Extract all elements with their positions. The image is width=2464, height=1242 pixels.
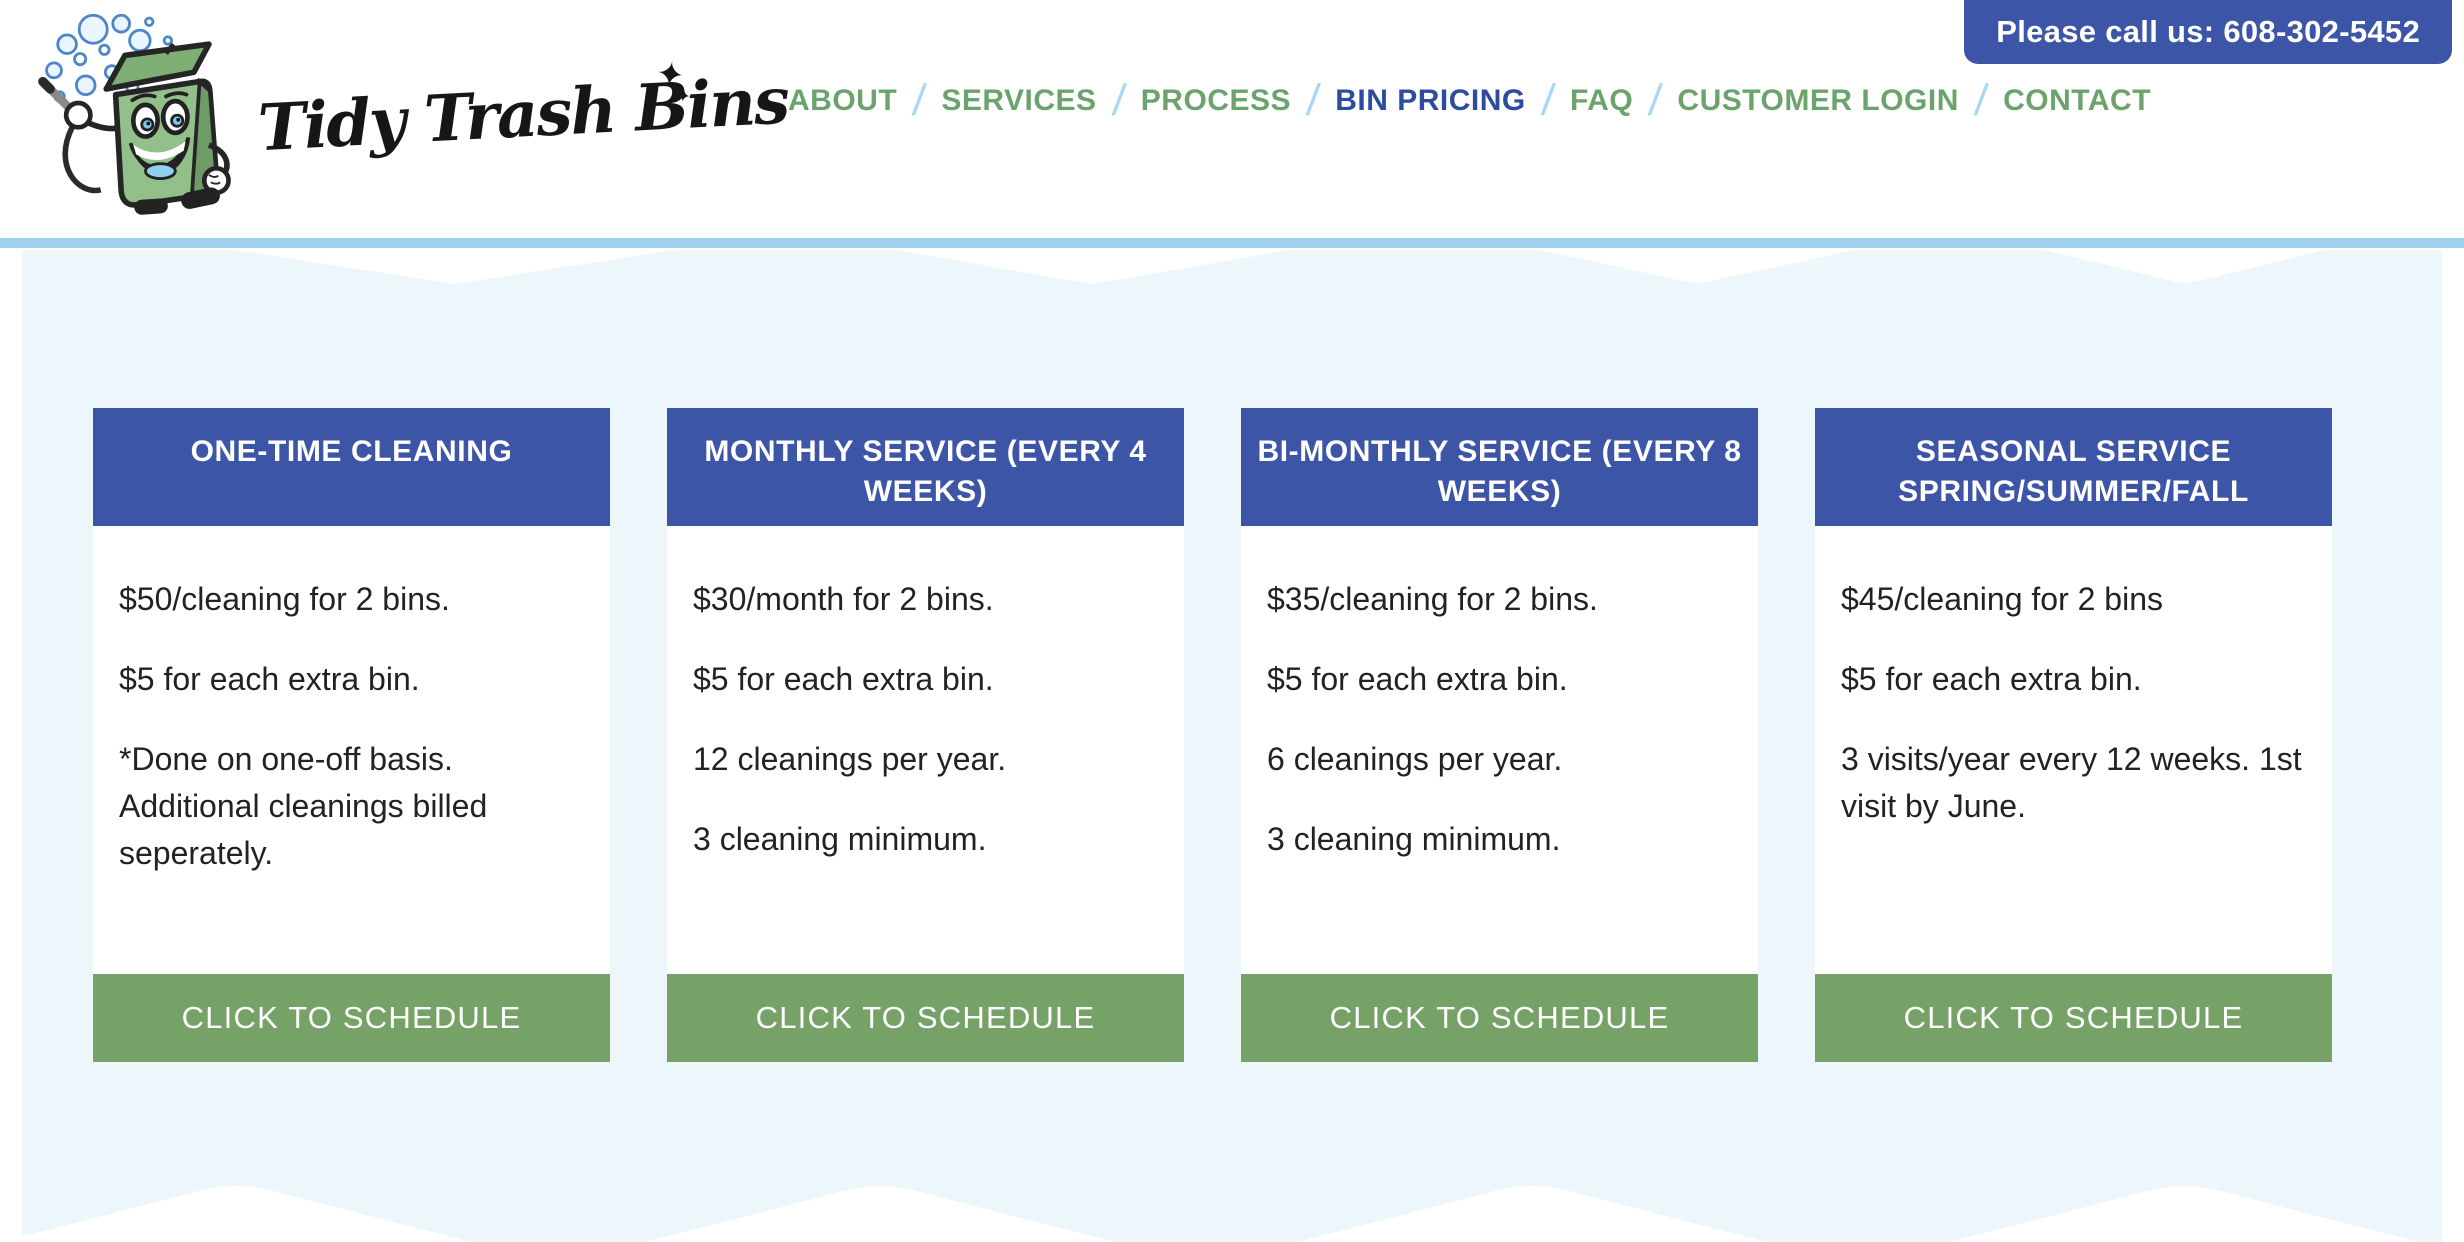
nav-separator: / xyxy=(1110,76,1128,125)
nav-item-bin-pricing[interactable]: BIN PRICING xyxy=(1335,84,1526,117)
nav-separator: / xyxy=(1304,76,1322,125)
pricing-card-1: ONE-TIME CLEANING $50/cleaning for 2 bin… xyxy=(93,408,610,1062)
card-text-line: $35/cleaning for 2 bins. xyxy=(1267,581,1598,617)
pricing-panel: ONE-TIME CLEANING $50/cleaning for 2 bin… xyxy=(22,250,2442,1242)
card-text-line: 6 cleanings per year. xyxy=(1267,741,1563,777)
card-text-line: $50/cleaning for 2 bins. xyxy=(119,581,450,617)
mountains-bottom-divider xyxy=(22,1186,2419,1242)
card-body: $45/cleaning for 2 bins $5 for each extra… xyxy=(1815,526,2332,974)
bin-wheels xyxy=(134,187,220,215)
card-text-line: $5 for each extra bin. xyxy=(1267,661,1568,697)
pricing-cards: ONE-TIME CLEANING $50/cleaning for 2 bin… xyxy=(93,408,2332,1062)
divider-bar xyxy=(0,238,2464,248)
nav-separator: / xyxy=(910,76,929,125)
nav-item-process[interactable]: PROCESS xyxy=(1140,84,1292,117)
card-title: ONE-TIME CLEANING xyxy=(93,408,610,526)
card-title: MONTHLY SERVICE (EVERY 4 WEEKS) xyxy=(667,408,1184,526)
card-text-line: $5 for each extra bin. xyxy=(693,661,994,697)
nav-item-contact[interactable]: CONTACT xyxy=(2003,84,2152,117)
schedule-button[interactable]: CLICK TO SCHEDULE xyxy=(93,974,610,1062)
card-text-line: 3 cleaning minimum. xyxy=(1267,821,1561,857)
card-title: SEASONAL SERVICE SPRING/SUMMER/FALL xyxy=(1815,408,2332,526)
card-text-line: $30/month for 2 bins. xyxy=(693,581,994,617)
nav-separator: / xyxy=(1646,76,1665,125)
main-nav: ABOUT / SERVICES / PROCESS / BIN PRICING / FAQ / C… xyxy=(788,76,2152,125)
card-text-line: 3 cleaning minimum. xyxy=(693,821,987,857)
nav-item-faq[interactable]: FAQ xyxy=(1570,84,1634,117)
card-title: BI-MONTHLY SERVICE (EVERY 8 WEEKS) xyxy=(1241,408,1758,526)
card-text-line: $45/cleaning for 2 bins xyxy=(1841,581,2163,617)
logo[interactable]: Tidy Trash Bins ✦✦ xyxy=(26,4,790,230)
nav-item-about[interactable]: ABOUT xyxy=(788,84,898,117)
site-header: Tidy Trash Bins ✦✦ ABOUT / SERVICES / PROCES… xyxy=(0,0,2464,238)
pricing-card-3: BI-MONTHLY SERVICE (EVERY 8 WEEKS) $35/c… xyxy=(1241,408,1758,1062)
logo-text: Tidy Trash Bins xyxy=(256,63,790,167)
bin-lid xyxy=(103,41,212,92)
nav-separator: / xyxy=(1972,76,1990,125)
nav-item-services[interactable]: SERVICES xyxy=(941,84,1097,117)
card-body: $35/cleaning for 2 bins. $5 for each extr… xyxy=(1241,526,1758,974)
phone-banner[interactable]: Please call us: 608-302-5452 xyxy=(1964,0,2452,64)
card-text-line: $5 for each extra bin. xyxy=(119,661,420,697)
sparkle-icon: ✦✦ xyxy=(653,54,693,107)
card-text-line: 12 cleanings per year. xyxy=(693,741,1007,777)
nav-separator: / xyxy=(1539,76,1557,125)
nav-item-customer-login[interactable]: CUSTOMER LOGIN xyxy=(1677,84,1959,117)
zigzag-top-divider xyxy=(235,250,2325,284)
bin-face xyxy=(128,91,191,180)
trash-bin-mascot-icon xyxy=(38,13,231,215)
pricing-section: ONE-TIME CLEANING $50/cleaning for 2 bin… xyxy=(0,248,2464,1242)
card-text-line: *Done on one-off basis. Additional clean… xyxy=(119,741,488,871)
schedule-button[interactable]: CLICK TO SCHEDULE xyxy=(1815,974,2332,1062)
card-text-line: 3 visits/year every 12 weeks. 1st visit … xyxy=(1841,741,2302,824)
pricing-card-4: SEASONAL SERVICE SPRING/SUMMER/FALL $45/… xyxy=(1815,408,2332,1062)
card-body: $50/cleaning for 2 bins. $5 for each extr… xyxy=(93,526,610,974)
card-text-line: $5 for each extra bin. xyxy=(1841,661,2142,697)
schedule-button[interactable]: CLICK TO SCHEDULE xyxy=(1241,974,1758,1062)
card-body: $30/month for 2 bins. $5 for each extra b… xyxy=(667,526,1184,974)
schedule-button[interactable]: CLICK TO SCHEDULE xyxy=(667,974,1184,1062)
pricing-card-2: MONTHLY SERVICE (EVERY 4 WEEKS) $30/mont… xyxy=(667,408,1184,1062)
spray-wand-icon xyxy=(38,76,102,194)
